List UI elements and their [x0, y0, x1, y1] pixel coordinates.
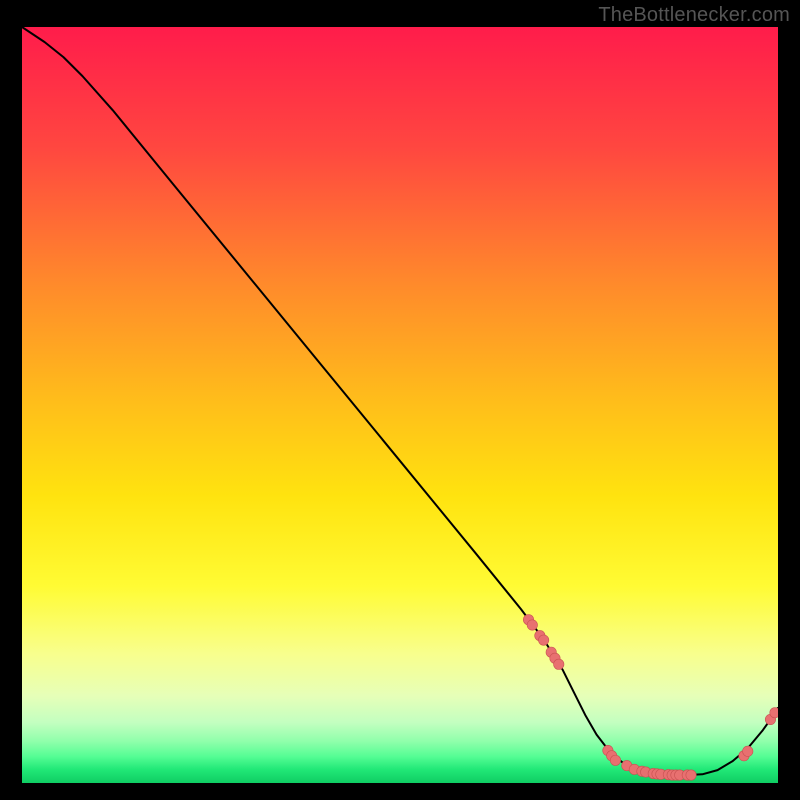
data-markers	[523, 615, 778, 781]
data-marker	[686, 770, 696, 780]
watermark-text: TheBottlenecker.com	[598, 4, 790, 27]
data-marker	[554, 659, 564, 669]
bottleneck-curve	[22, 27, 778, 775]
data-marker	[770, 707, 778, 717]
data-marker	[538, 635, 548, 645]
plot-area	[22, 27, 778, 783]
chart-root: TheBottlenecker.com	[0, 0, 800, 800]
data-marker	[527, 620, 537, 630]
data-marker	[743, 746, 753, 756]
data-marker	[610, 755, 620, 765]
chart-overlay-svg	[22, 27, 778, 783]
